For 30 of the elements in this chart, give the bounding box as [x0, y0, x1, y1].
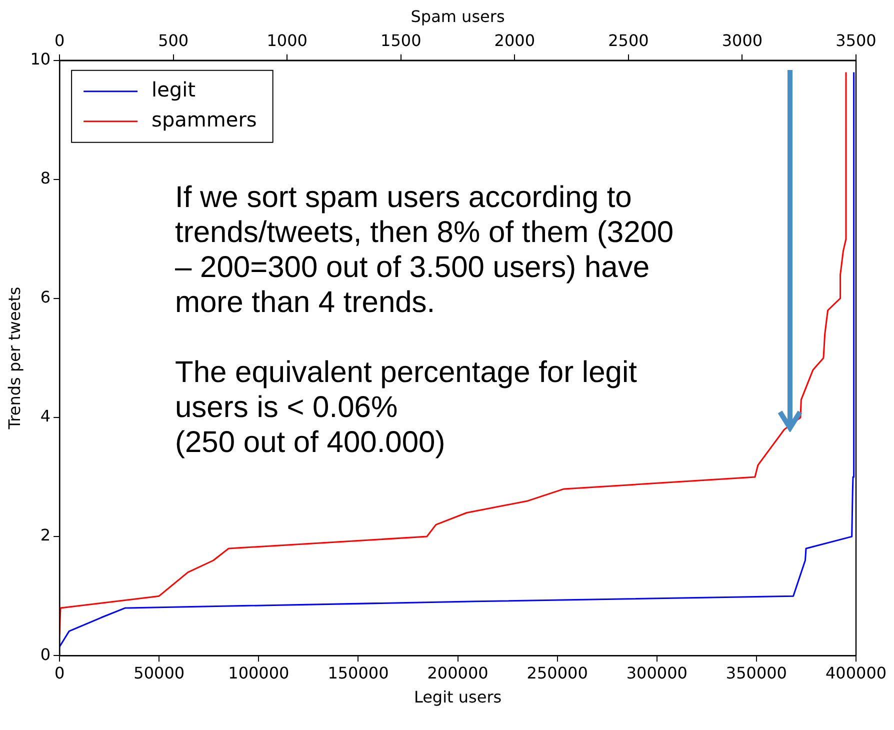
- legend-label: spammers: [152, 108, 257, 132]
- y-tick-label: 6: [40, 288, 51, 307]
- x2-tick-label: 2500: [608, 30, 649, 50]
- x-tick-label: 200000: [427, 663, 488, 682]
- x-tick-label: 0: [54, 663, 65, 682]
- legend-label: legit: [152, 78, 196, 102]
- x-tick-label: 150000: [328, 663, 389, 682]
- annotation: If we sort spam users according to trends/tweets, then 8% of them (3200 – 200=300 out of 3.500 users) have more than 4 trends.: [175, 180, 674, 320]
- x2-tick-label: 1000: [266, 30, 308, 50]
- x2-tick-label: 3500: [836, 30, 876, 50]
- x-tick-label: 100000: [228, 663, 290, 682]
- y-tick-label: 4: [40, 406, 51, 426]
- x-axis-title: Legit users: [414, 688, 502, 707]
- x-tick-label: 300000: [626, 663, 688, 682]
- y-axis-title: Trends per tweets: [4, 286, 24, 430]
- x2-tick-label: 3000: [722, 30, 763, 50]
- y-tick-label: 2: [40, 526, 51, 545]
- y-tick-label: 0: [40, 644, 51, 664]
- x2-tick-label: 1500: [380, 30, 422, 50]
- x2-tick-label: 2000: [494, 30, 536, 50]
- x2-tick-label: 0: [54, 30, 65, 50]
- x-tick-label: 50000: [134, 663, 185, 682]
- annotation: The equivalent percentage for legit users is < 0.06% (250 out of 400.000): [175, 355, 638, 460]
- y-tick-label: 8: [40, 168, 51, 188]
- x-tick-label: 400000: [825, 663, 887, 682]
- y-tick-label: 10: [30, 50, 51, 69]
- x-tick-label: 250000: [526, 663, 588, 682]
- x2-tick-label: 500: [158, 30, 189, 50]
- x-tick-label: 350000: [726, 663, 787, 682]
- x2-axis-title: Spam users: [410, 6, 505, 26]
